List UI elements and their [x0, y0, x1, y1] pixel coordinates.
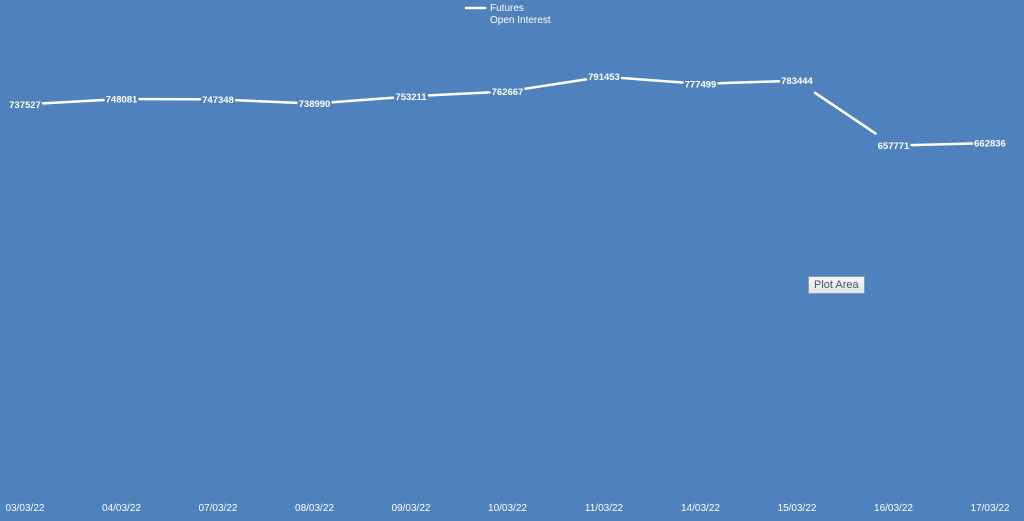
x-tick-label: 17/03/22: [971, 503, 1010, 514]
series-line-segment: [234, 98, 298, 105]
series-line-segment: [41, 98, 105, 105]
series-line-segment: [524, 78, 588, 90]
legend: Futures Open Interest: [465, 3, 551, 26]
data-label: 738990: [299, 99, 331, 110]
series-line-segment: [910, 142, 974, 147]
data-label: 777499: [685, 79, 717, 90]
x-tick-label: 15/03/22: [778, 503, 817, 514]
data-label: 657771: [878, 141, 910, 152]
x-tick-label: 09/03/22: [392, 503, 431, 514]
legend-label-line-2: Open Interest: [490, 15, 551, 26]
x-tick-label: 16/03/22: [874, 503, 913, 514]
x-tick-label: 08/03/22: [295, 503, 334, 514]
x-tick-label: 11/03/22: [585, 503, 624, 514]
series-line-segment: [427, 91, 491, 97]
data-label: 791453: [588, 72, 620, 83]
x-tick-label: 04/03/22: [102, 503, 141, 514]
legend-label-line-1: Futures: [490, 3, 524, 14]
data-label: 662836: [974, 139, 1006, 150]
data-label: 747348: [202, 95, 234, 106]
series-line-segment: [620, 76, 684, 84]
data-label: 753211: [395, 92, 427, 103]
series-line-group: [41, 76, 974, 147]
series-line-segment: [813, 91, 877, 135]
drop-lines: [24, 84, 991, 485]
series-line-segment: [717, 80, 781, 85]
data-label: 762667: [492, 87, 524, 98]
data-label: 737527: [9, 100, 41, 111]
series-line-segment: [331, 96, 395, 104]
x-tick-label: 10/03/22: [488, 503, 527, 514]
x-tick-label: 03/03/22: [6, 503, 45, 514]
data-labels: 737527 748081 747348 738990 753211 762667 7914…: [9, 72, 1006, 152]
x-axis-tick-labels: 03/03/22 04/03/22 07/03/22 08/03/22 09/03/22…: [6, 503, 1010, 514]
x-tick-label: 14/03/22: [681, 503, 720, 514]
x-tick-label: 07/03/22: [199, 503, 238, 514]
data-label: 783444: [781, 76, 813, 87]
data-label: 748081: [106, 95, 138, 106]
plot-area-tooltip: Plot Area: [808, 276, 865, 294]
